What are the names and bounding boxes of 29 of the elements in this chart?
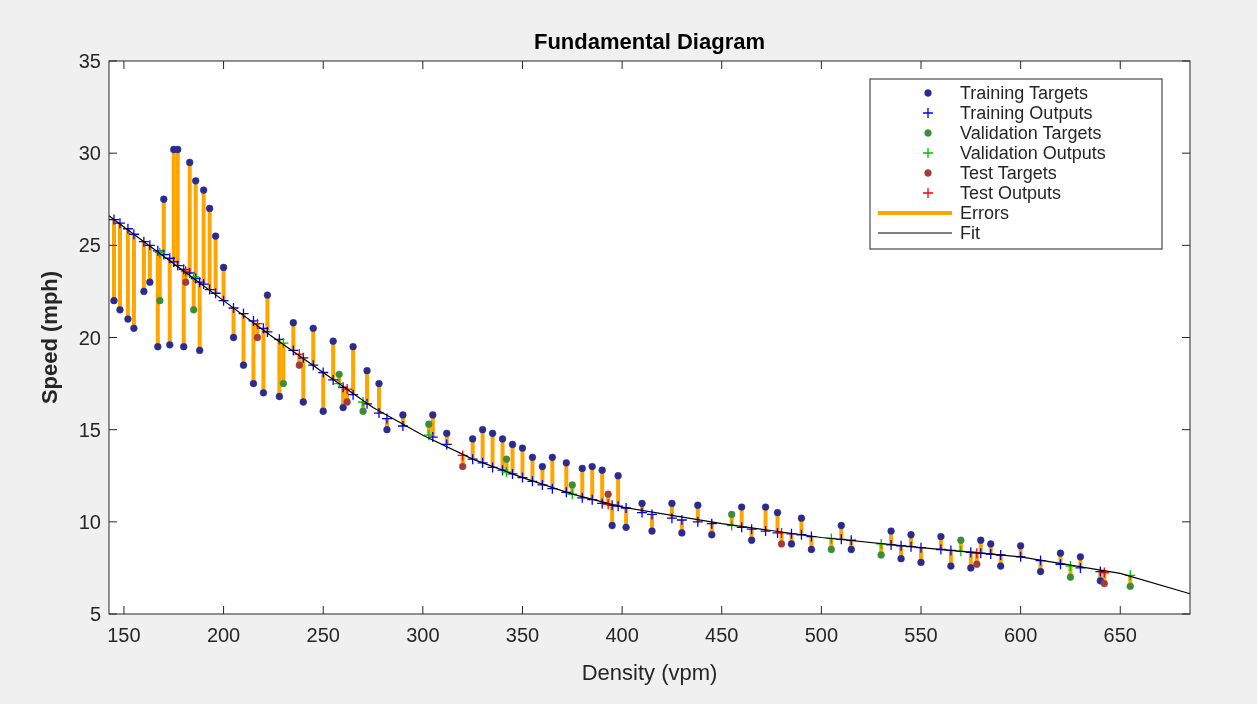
x-axis-title: Density (vpm): [581, 660, 718, 685]
x-tick-label: 150: [107, 624, 141, 646]
legend-label: Training Outputs: [960, 103, 1093, 124]
x-tick-label: 650: [1103, 624, 1137, 646]
legend-label: Test Targets: [960, 163, 1057, 184]
x-tick-label: 400: [605, 624, 639, 646]
chart-title: Fundamental Diagram: [533, 29, 766, 54]
x-tick-label: 600: [1003, 624, 1038, 646]
legend-label: Test Outputs: [960, 183, 1062, 204]
y-axis-title: Speed (mph): [37, 270, 62, 405]
y-tick-label: 5: [89, 603, 101, 625]
y-tick-label: 35: [78, 50, 101, 72]
legend-label: Fit: [960, 223, 980, 244]
legend-label: Training Targets: [960, 83, 1089, 104]
y-tick-label: 10: [78, 510, 101, 533]
legend-label: Validation Targets: [960, 123, 1102, 144]
x-tick-label: 300: [406, 624, 440, 646]
y-tick-label: 30: [78, 142, 101, 165]
y-tick-label: 15: [78, 418, 101, 441]
y-tick-label: 25: [78, 234, 101, 257]
legend-label: Validation Outputs: [960, 143, 1106, 164]
x-tick-label: 550: [904, 624, 938, 646]
x-tick-label: 350: [505, 624, 540, 646]
legend-label: Errors: [960, 203, 1009, 224]
x-tick-label: 450: [705, 624, 739, 646]
x-tick-label: 200: [206, 624, 241, 646]
x-tick-label: 250: [306, 624, 340, 646]
y-tick-label: 20: [78, 326, 101, 349]
x-tick-label: 500: [804, 624, 839, 646]
